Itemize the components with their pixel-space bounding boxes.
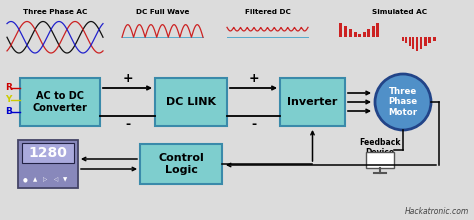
Text: ◁: ◁ <box>53 178 57 183</box>
Text: ▲: ▲ <box>33 178 37 183</box>
Bar <box>416 37 418 51</box>
Text: AC to DC
Converter: AC to DC Converter <box>33 91 87 113</box>
Bar <box>405 37 408 43</box>
Text: -: - <box>251 118 256 131</box>
Bar <box>376 23 379 37</box>
Text: +: + <box>248 72 259 85</box>
Bar <box>344 26 347 37</box>
Text: Three Phase AC: Three Phase AC <box>23 9 87 15</box>
Bar <box>433 37 437 41</box>
FancyBboxPatch shape <box>280 78 345 126</box>
Bar <box>349 29 352 37</box>
Text: Three
Phase
Motor: Three Phase Motor <box>388 87 418 117</box>
FancyBboxPatch shape <box>20 78 100 126</box>
Text: Y: Y <box>5 95 11 104</box>
Text: 1280: 1280 <box>28 146 67 160</box>
FancyBboxPatch shape <box>140 144 222 184</box>
Text: ●: ● <box>23 178 27 183</box>
Bar <box>428 37 431 43</box>
Text: ▷: ▷ <box>43 178 47 183</box>
Bar <box>366 152 394 168</box>
Bar <box>412 37 414 49</box>
Text: Simulated AC: Simulated AC <box>373 9 428 15</box>
Text: B: B <box>5 108 12 117</box>
Text: Feedback
Device: Feedback Device <box>359 138 401 157</box>
Bar <box>339 23 343 37</box>
FancyBboxPatch shape <box>18 140 78 188</box>
Bar <box>354 32 357 37</box>
Bar <box>402 37 404 41</box>
Text: DC Full Wave: DC Full Wave <box>136 9 189 15</box>
Bar <box>363 32 366 37</box>
Bar <box>358 34 362 37</box>
Bar <box>367 29 370 37</box>
Bar <box>372 26 375 37</box>
Text: +: + <box>122 72 133 85</box>
Text: Control
Logic: Control Logic <box>158 153 204 175</box>
Text: DC LINK: DC LINK <box>166 97 216 107</box>
Text: Hackatronic.com: Hackatronic.com <box>405 207 469 216</box>
Bar <box>409 37 411 46</box>
Bar <box>424 37 427 46</box>
Bar <box>420 37 422 49</box>
Text: Filtered DC: Filtered DC <box>245 9 291 15</box>
Text: -: - <box>125 118 130 131</box>
Text: Inverter: Inverter <box>287 97 337 107</box>
Circle shape <box>375 74 431 130</box>
Bar <box>22 143 74 163</box>
Text: ▼: ▼ <box>63 178 67 183</box>
FancyBboxPatch shape <box>155 78 227 126</box>
Text: R: R <box>5 84 12 92</box>
